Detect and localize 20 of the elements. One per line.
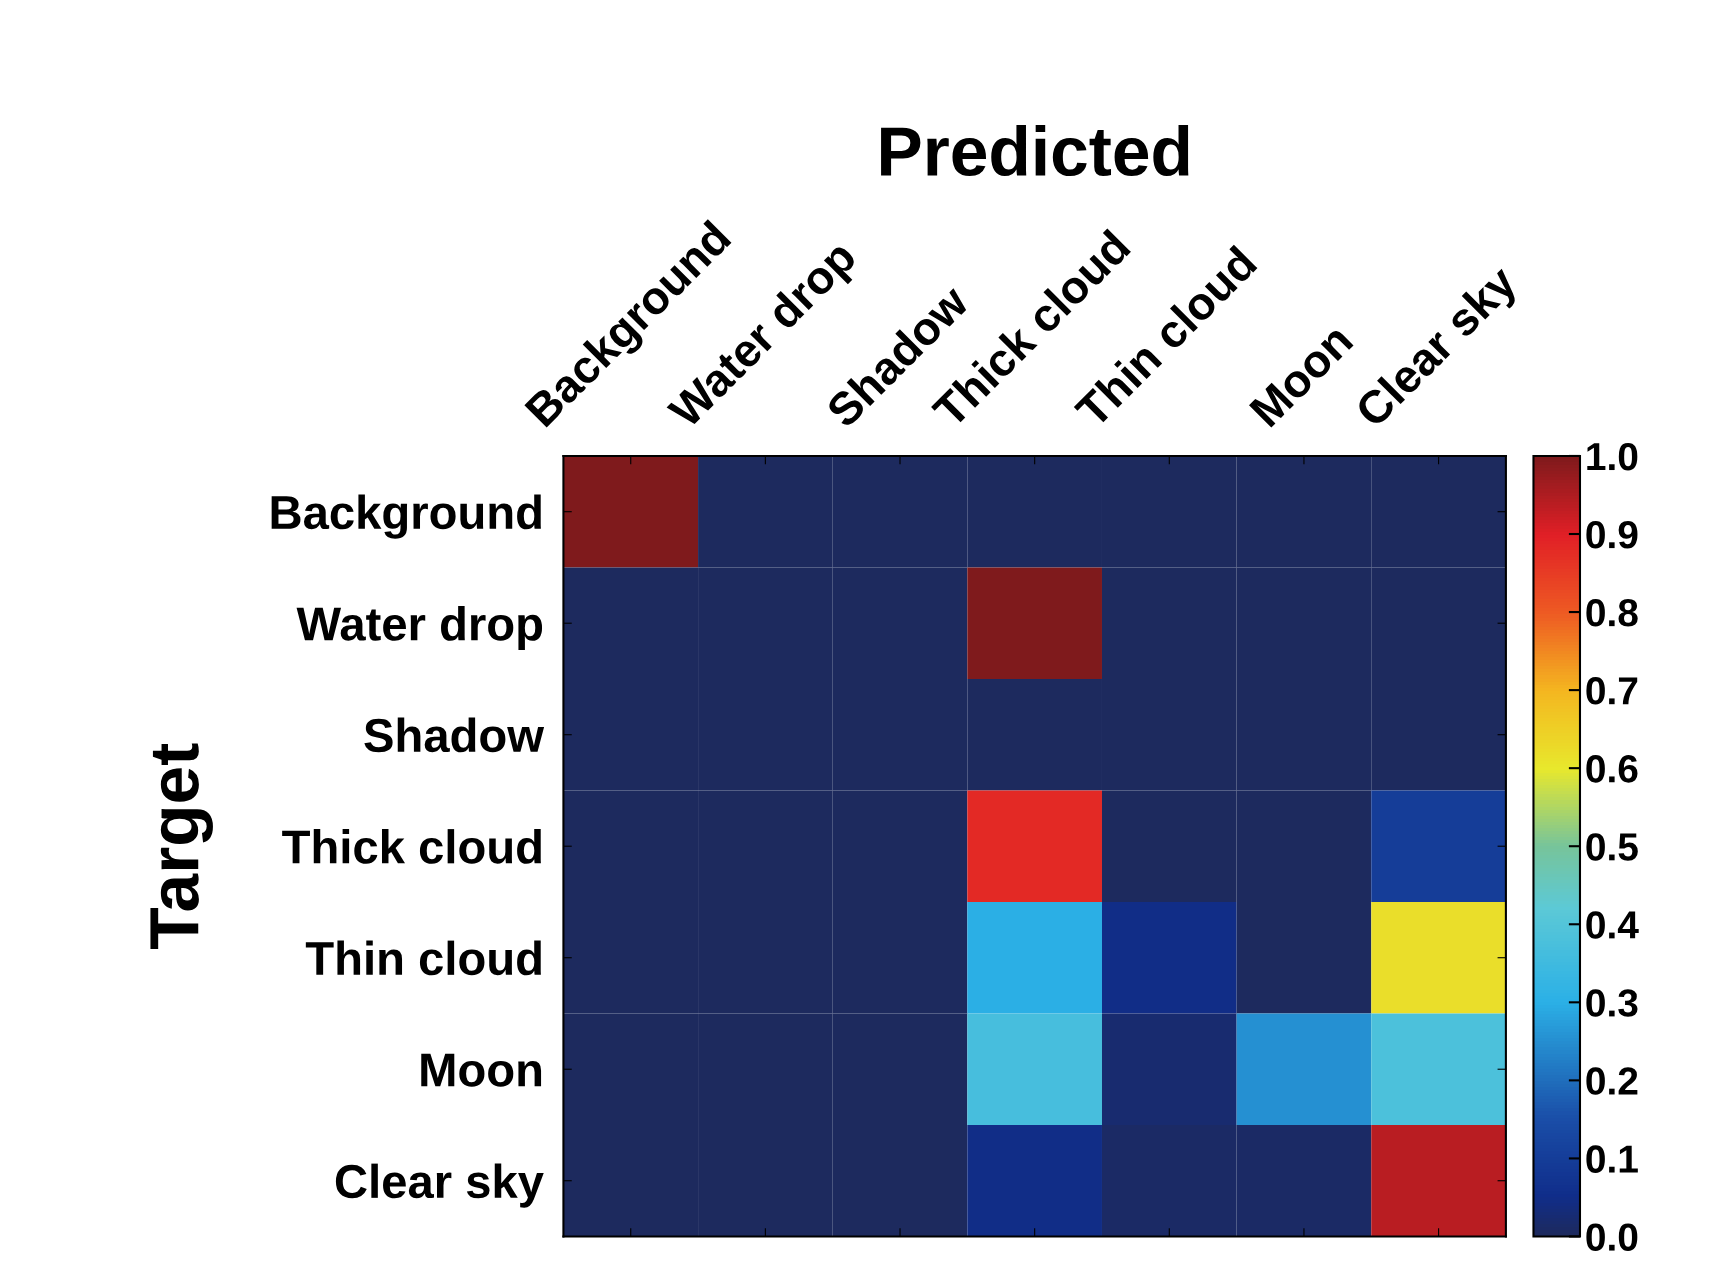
color-bar-label: 1.0 xyxy=(1587,442,1638,471)
y-tick-label: Thin cloud xyxy=(305,940,541,976)
y-tick-label: Thick cloud xyxy=(282,829,541,864)
color-bar-label: 0.5 xyxy=(1586,833,1638,861)
x-axis-title: Predicted xyxy=(881,125,1189,177)
y-tick-label: Shadow xyxy=(364,717,545,753)
color-bar-label: 0.6 xyxy=(1586,755,1638,783)
y-tick-label: Clear sky xyxy=(335,1163,544,1208)
color-bar-label: 0.0 xyxy=(1586,1223,1638,1251)
color-bar-label: 0.3 xyxy=(1586,989,1638,1017)
color-bar-label: 0.8 xyxy=(1586,598,1638,627)
color-bar-label: 0.7 xyxy=(1586,677,1638,705)
color-bar-label: 0.4 xyxy=(1586,911,1639,939)
y-tick-label: Water drop xyxy=(296,606,543,651)
color-bar-label: 0.9 xyxy=(1586,520,1638,549)
y-tick-label: Moon xyxy=(421,1053,542,1087)
y-tick-label: Background xyxy=(271,494,541,539)
color-bar-label: 0.2 xyxy=(1586,1067,1638,1095)
color-bar-label: 0.1 xyxy=(1586,1145,1638,1173)
y-axis-title: Target xyxy=(150,743,213,949)
